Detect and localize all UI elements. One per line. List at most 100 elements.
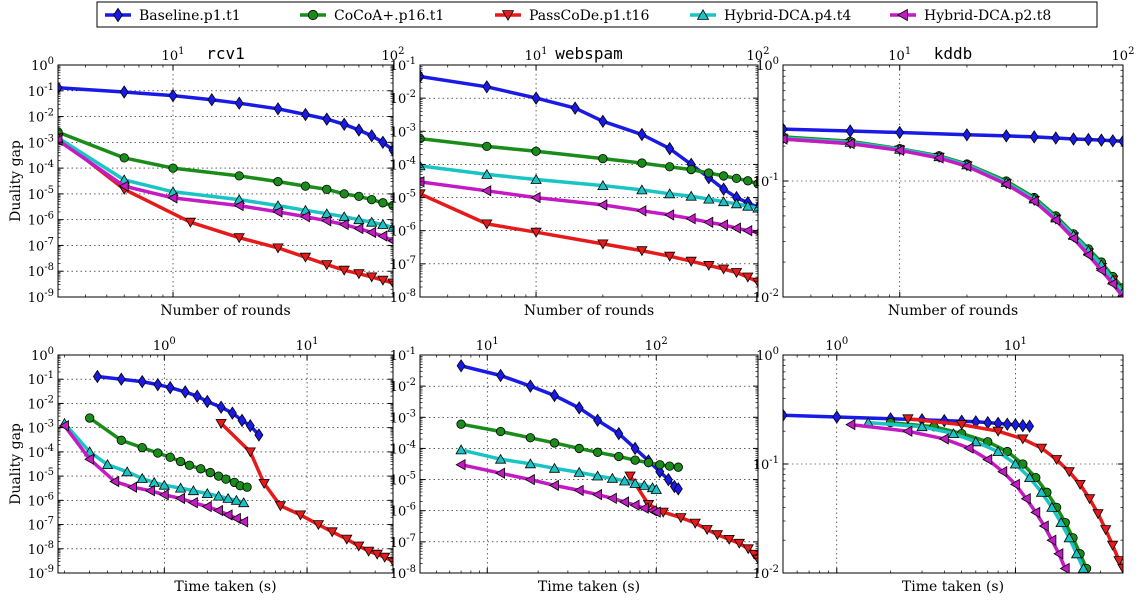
y-tick-label: 10-6 xyxy=(28,491,54,509)
data-point xyxy=(701,525,713,536)
data-point xyxy=(338,218,349,231)
data-point xyxy=(184,460,195,470)
data-point xyxy=(362,546,375,557)
data-point xyxy=(637,158,647,168)
x-tick-label: 100 xyxy=(825,336,848,354)
data-point xyxy=(730,222,741,234)
legend-label: Hybrid-DCA.p4.t4 xyxy=(724,8,851,24)
data-point xyxy=(1118,134,1123,149)
data-point xyxy=(119,153,129,163)
data-point xyxy=(1046,501,1058,512)
data-point xyxy=(85,413,95,423)
data-point xyxy=(388,200,393,211)
panel-webspam-time: 10-1 10-2 10-3 10-4 10-5 10-6 10-7 10-8 101 102 Ti… xyxy=(390,336,759,595)
data-point xyxy=(524,458,537,469)
data-point xyxy=(614,426,624,441)
data-point xyxy=(1002,446,1012,457)
data-point xyxy=(299,252,312,263)
data-point xyxy=(196,464,206,474)
data-point xyxy=(548,479,559,492)
data-point xyxy=(1053,548,1064,560)
x-tick-label: 101 xyxy=(476,336,499,354)
data-point xyxy=(673,462,683,472)
series-group xyxy=(783,122,1123,297)
data-point xyxy=(1083,132,1093,147)
data-point xyxy=(1010,418,1020,432)
data-point xyxy=(167,192,178,204)
data-point xyxy=(961,160,972,172)
y-tick-label: 10-2 xyxy=(390,377,416,395)
data-point xyxy=(481,185,492,197)
data-point xyxy=(593,413,603,428)
data-point xyxy=(207,92,217,107)
data-point xyxy=(703,193,715,204)
data-point xyxy=(244,447,256,458)
legend-marker xyxy=(113,7,123,23)
data-point xyxy=(258,478,270,490)
data-point xyxy=(238,497,250,508)
axes-frame xyxy=(419,64,759,298)
data-point xyxy=(201,500,212,513)
legend-marker xyxy=(896,8,908,22)
y-tick-label: 100 xyxy=(31,346,54,364)
data-point xyxy=(420,69,425,84)
series-group xyxy=(455,359,758,565)
data-point xyxy=(153,377,163,392)
data-point xyxy=(456,419,466,429)
panel-rcv1-time: 100 10-1 10-2 10-3 10-4 10-5 10-6 10-7 10-8 10-9 1… xyxy=(8,336,394,595)
data-point xyxy=(121,466,133,477)
data-point xyxy=(573,484,584,497)
data-point xyxy=(1000,178,1011,190)
data-point xyxy=(299,211,310,223)
data-point xyxy=(339,189,349,199)
data-point xyxy=(312,520,325,531)
data-point xyxy=(377,275,389,286)
data-point xyxy=(187,485,200,496)
data-point xyxy=(456,359,466,373)
data-point xyxy=(322,112,332,126)
y-tick-label: 10-6 xyxy=(390,222,416,240)
y-tick-label: 10-1 xyxy=(390,346,416,364)
data-point xyxy=(321,260,333,271)
data-point xyxy=(530,191,541,204)
data-point xyxy=(1067,232,1078,245)
data-point xyxy=(832,410,842,424)
axes-frame xyxy=(419,354,759,574)
x-tick-label: 102 xyxy=(645,336,668,354)
y-tick-label: 10-4 xyxy=(28,443,54,461)
data-point xyxy=(938,433,949,445)
data-point xyxy=(119,85,129,99)
data-point xyxy=(947,428,960,439)
legend-marker xyxy=(501,10,515,22)
y-axis-label: Duality gap xyxy=(8,423,24,505)
data-point xyxy=(1023,472,1036,483)
data-point xyxy=(844,137,855,150)
data-point xyxy=(455,444,467,455)
x-tick-label: 100 xyxy=(153,336,176,354)
x-tick-label: 102 xyxy=(747,46,770,64)
data-point xyxy=(205,467,215,478)
data-point xyxy=(367,194,377,205)
data-point xyxy=(597,199,608,211)
data-point xyxy=(530,173,542,184)
data-point xyxy=(109,475,120,488)
data-point xyxy=(704,168,714,178)
series-group xyxy=(58,369,393,568)
data-point xyxy=(665,162,675,172)
data-point xyxy=(636,205,647,217)
x-axis-label: Time taken (s) xyxy=(538,579,640,595)
legend-label: Baseline.p1.t1 xyxy=(139,8,241,24)
data-point xyxy=(137,442,147,453)
data-point xyxy=(165,380,175,395)
y-tick-label: 10-5 xyxy=(390,471,416,489)
data-point xyxy=(237,413,247,428)
data-point xyxy=(664,251,676,262)
data-point xyxy=(272,206,283,218)
data-point xyxy=(353,269,365,280)
data-point xyxy=(116,372,126,386)
data-point xyxy=(230,512,241,525)
data-point xyxy=(294,510,307,521)
data-point xyxy=(153,448,163,458)
y-tick-label: 10-3 xyxy=(390,122,416,140)
